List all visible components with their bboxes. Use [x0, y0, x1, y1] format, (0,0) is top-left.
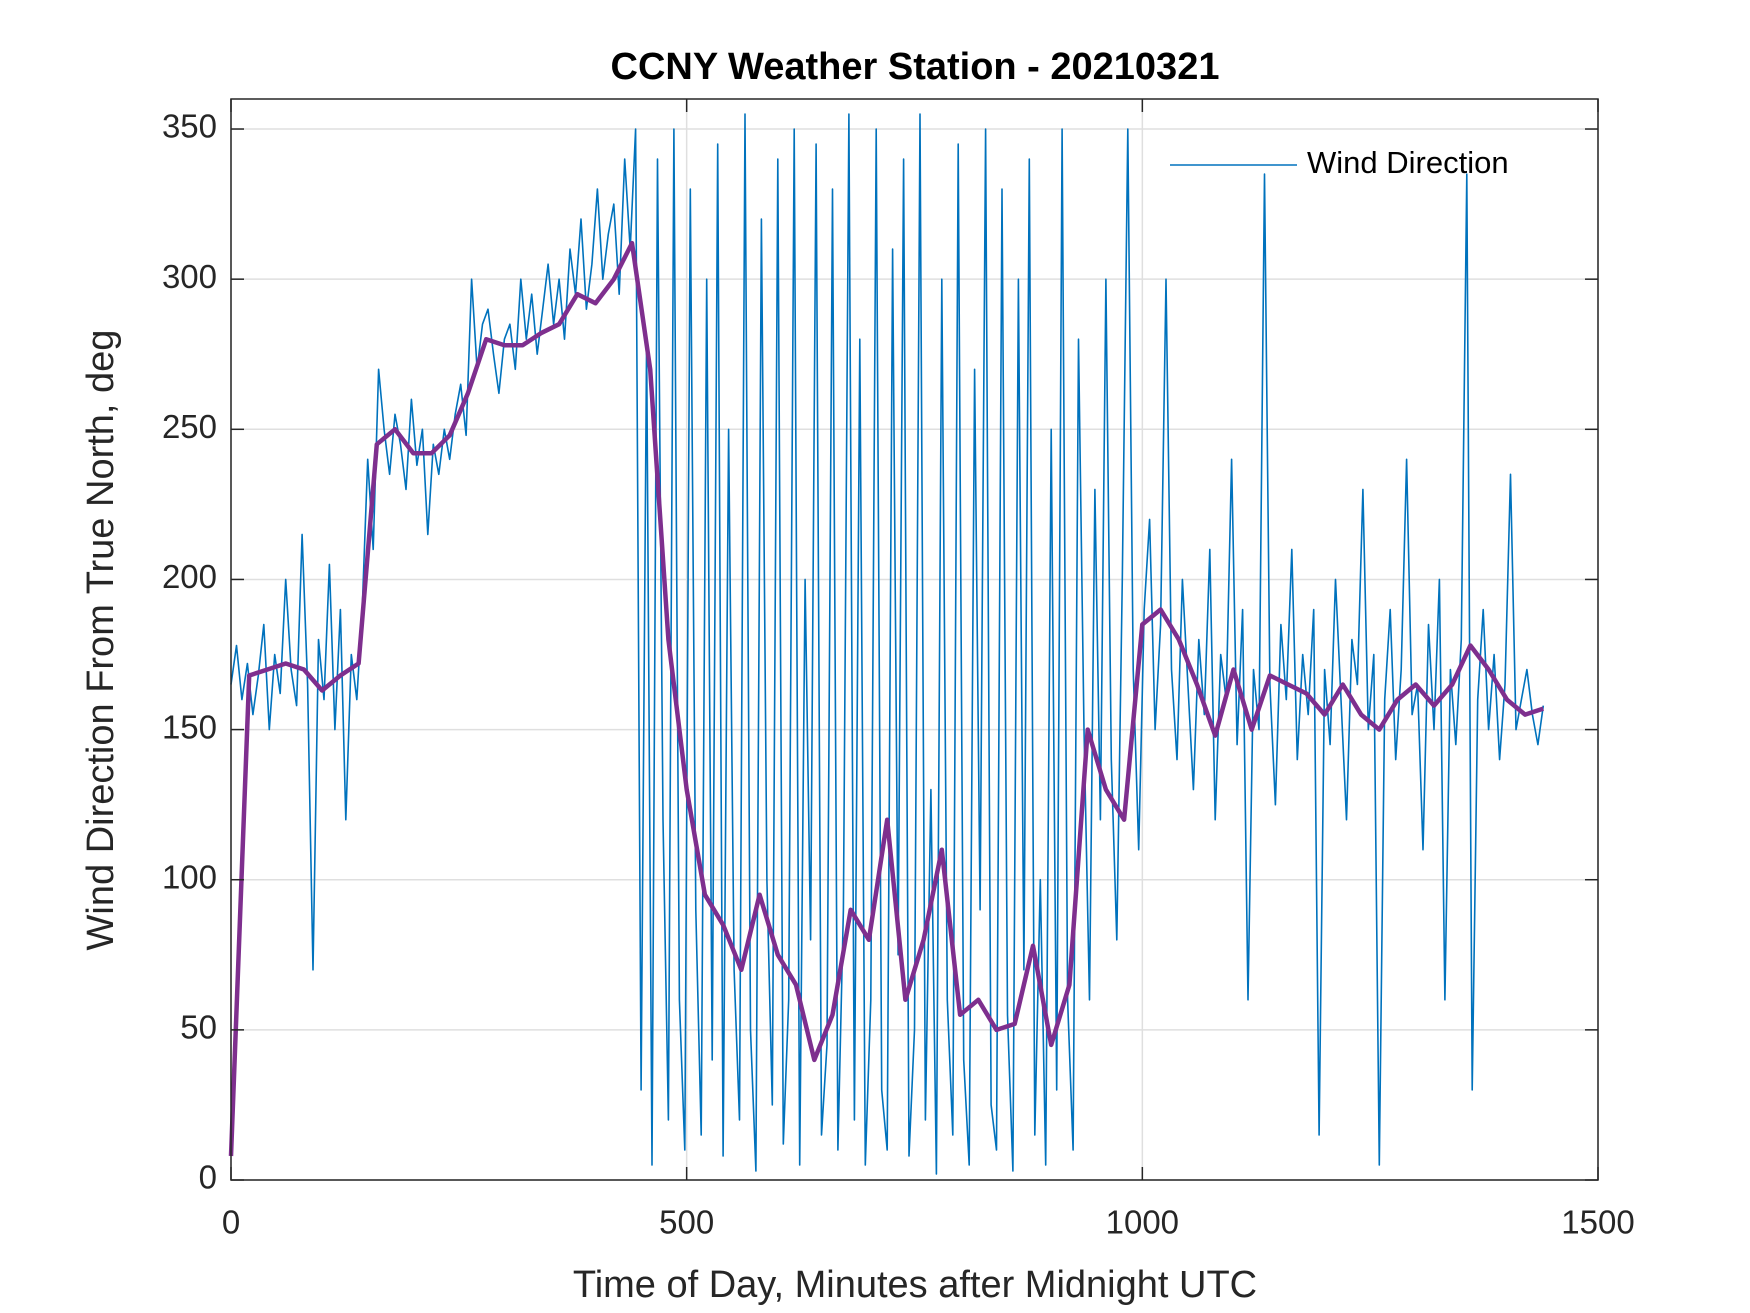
y-tick-label: 300 [162, 258, 217, 295]
chart-title: CCNY Weather Station - 20210321 [611, 46, 1220, 88]
x-tick-label: 0 [222, 1204, 240, 1241]
legend-label: Wind Direction [1307, 145, 1509, 180]
y-tick-label: 0 [199, 1159, 217, 1196]
x-tick-label: 1000 [1106, 1204, 1179, 1241]
data-line [230, 113, 1545, 1175]
x-tick-label: 500 [659, 1204, 714, 1241]
y-axis-label: Wind Direction From True North, deg [80, 330, 122, 951]
x-axis-label: Time of Day, Minutes after Midnight UTC [573, 1264, 1257, 1306]
data-line [228, 240, 1545, 1157]
y-tick-label: 350 [162, 108, 217, 145]
y-tick-label: 200 [162, 558, 217, 595]
y-tick-label: 50 [180, 1009, 217, 1046]
y-tick-label: 100 [162, 858, 217, 895]
y-tick-label: 250 [162, 408, 217, 445]
axes-box [230, 98, 1599, 1181]
y-tick-label: 150 [162, 708, 217, 745]
x-tick-label: 1500 [1561, 1204, 1634, 1241]
